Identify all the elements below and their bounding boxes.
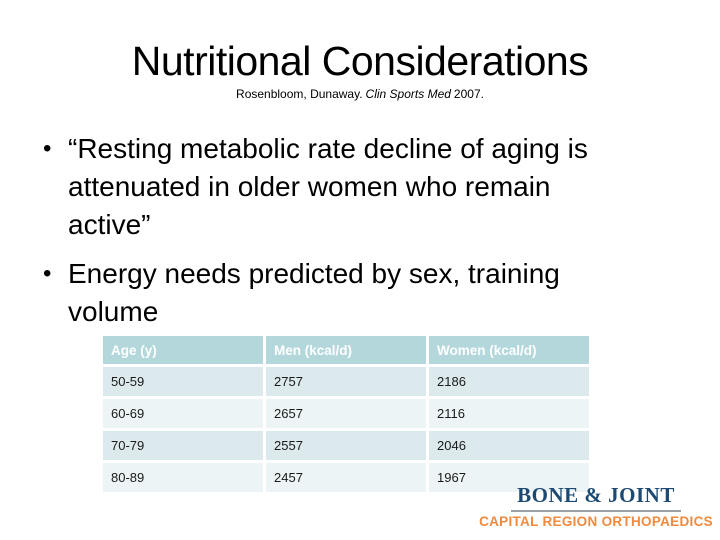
citation-journal: Clin Sports Med [365, 87, 451, 101]
table-row: 60-69 2657 2116 [103, 399, 589, 428]
column-header-women: Women (kcal/d) [429, 336, 589, 364]
bullet-icon: • [43, 260, 52, 287]
bullet-text-line: “Resting metabolic rate decline of aging… [68, 133, 588, 164]
logo-name-text: BONE & JOINT [511, 483, 681, 512]
bullet-text-line: Energy needs predicted by sex, training [68, 258, 560, 289]
logo-tagline-text: CAPITAL REGION ORTHOPAEDICS [479, 514, 713, 529]
table-row: 50-59 2757 2186 [103, 367, 589, 396]
citation: Rosenbloom, Dunaway. Clin Sports Med 2007. [0, 87, 720, 101]
table-header-row: Age (y) Men (kcal/d) Women (kcal/d) [103, 336, 589, 364]
cell-men-kcal: 2757 [266, 367, 426, 396]
cell-men-kcal: 2557 [266, 431, 426, 460]
column-header-age: Age (y) [103, 336, 263, 364]
table-row: 70-79 2557 2046 [103, 431, 589, 460]
cell-women-kcal: 2186 [429, 367, 589, 396]
energy-needs-table: Age (y) Men (kcal/d) Women (kcal/d) 50-5… [100, 333, 592, 495]
bullet-icon: • [43, 135, 52, 162]
cell-men-kcal: 2657 [266, 399, 426, 428]
column-header-men: Men (kcal/d) [266, 336, 426, 364]
bullet-list: • “Resting metabolic rate decline of agi… [40, 130, 680, 342]
bullet-text-line: attenuated in older women who remain [68, 171, 551, 202]
table-row: 80-89 2457 1967 [103, 463, 589, 492]
bullet-item-rmr: • “Resting metabolic rate decline of agi… [40, 130, 680, 244]
cell-women-kcal: 2046 [429, 431, 589, 460]
bullet-item-energy-needs: • Energy needs predicted by sex, trainin… [40, 255, 680, 331]
cell-women-kcal: 1967 [429, 463, 589, 492]
citation-authors: Rosenbloom, Dunaway. [236, 87, 363, 101]
bone-and-joint-logo: BONE & JOINT CAPITAL REGION ORTHOPAEDICS [476, 483, 716, 529]
cell-age: 70-79 [103, 431, 263, 460]
cell-age: 60-69 [103, 399, 263, 428]
bullet-text-line: active” [68, 209, 151, 240]
cell-women-kcal: 2116 [429, 399, 589, 428]
slide-title: Nutritional Considerations [131, 38, 589, 84]
cell-age: 80-89 [103, 463, 263, 492]
cell-men-kcal: 2457 [266, 463, 426, 492]
cell-age: 50-59 [103, 367, 263, 396]
citation-year: 2007. [453, 87, 484, 101]
bullet-text-line: volume [68, 296, 159, 327]
